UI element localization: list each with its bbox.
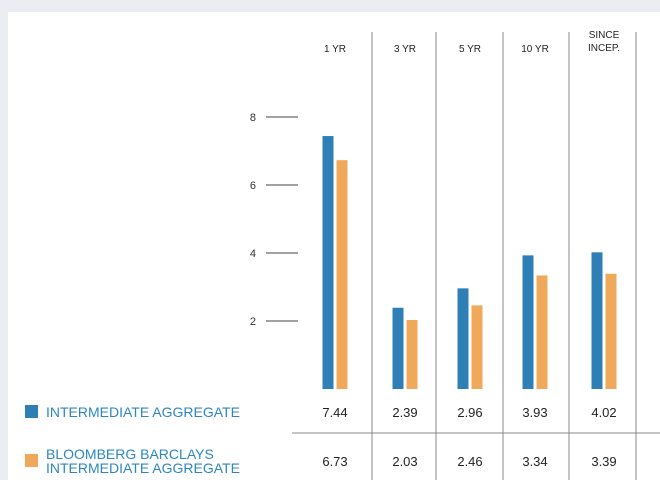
- legend-label-bloomberg-barclays-intermediate-aggregate-line-2: INTERMEDIATE AGGREGATE: [46, 460, 240, 476]
- value-intermediate-aggregate-5-yr: 2.96: [457, 405, 482, 420]
- value-bloomberg-barclays-intermediate-aggregate-10-yr: 3.34: [522, 454, 547, 469]
- legend-swatch-intermediate-aggregate: [25, 405, 38, 418]
- column-header-5-yr: 5 YR: [459, 44, 481, 55]
- bar-bloomberg-barclays-intermediate-aggregate-1-yr: [336, 160, 348, 389]
- y-tick-label-2: 2: [250, 316, 256, 328]
- value-bloomberg-barclays-intermediate-aggregate-3-yr: 2.03: [392, 454, 417, 469]
- value-bloomberg-barclays-intermediate-aggregate-5-yr: 2.46: [457, 454, 482, 469]
- legend-label-intermediate-aggregate: INTERMEDIATE AGGREGATE: [46, 404, 240, 420]
- chart-panel: 1 YR 3 YR 5 YR 10 YR SINCE INCEP. 2 4 6 8 INTERMED…: [8, 12, 660, 480]
- legend-swatch-bloomberg-barclays-intermediate-aggregate: [25, 454, 38, 467]
- y-tick-label-8: 8: [250, 112, 256, 124]
- value-bloomberg-barclays-intermediate-aggregate-1-yr: 6.73: [322, 454, 347, 469]
- value-intermediate-aggregate-1-yr: 7.44: [322, 405, 347, 420]
- column-header-10-yr: 10 YR: [521, 44, 549, 55]
- bar-intermediate-aggregate-3-yr: [392, 307, 404, 389]
- returns-chart: 1 YR 3 YR 5 YR 10 YR SINCE INCEP. 2 4 6 8 INTERMED…: [25, 30, 660, 480]
- column-header-since-incep-line-2: INCEP.: [588, 43, 620, 54]
- bar-bloomberg-barclays-intermediate-aggregate-3-yr: [406, 319, 418, 389]
- value-intermediate-aggregate-3-yr: 2.39: [392, 405, 417, 420]
- bar-intermediate-aggregate-since-incep: [591, 252, 603, 389]
- legend-label-bloomberg-barclays-intermediate-aggregate-line-1: BLOOMBERG BARCLAYS: [46, 446, 214, 462]
- bar-intermediate-aggregate-10-yr: [522, 255, 534, 389]
- bar-bloomberg-barclays-intermediate-aggregate-since-incep: [605, 273, 617, 389]
- column-header-3-yr: 3 YR: [394, 44, 416, 55]
- column-header-since-incep-line-1: SINCE: [589, 30, 620, 41]
- bar-intermediate-aggregate-5-yr: [457, 288, 469, 389]
- column-header-1-yr: 1 YR: [324, 44, 346, 55]
- value-intermediate-aggregate-10-yr: 3.93: [522, 405, 547, 420]
- y-tick-label-4: 4: [250, 248, 256, 260]
- value-intermediate-aggregate-since-incep: 4.02: [591, 405, 616, 420]
- bar-intermediate-aggregate-1-yr: [322, 136, 334, 389]
- y-tick-label-6: 6: [250, 180, 256, 192]
- value-bloomberg-barclays-intermediate-aggregate-since-incep: 3.39: [591, 454, 616, 469]
- bar-bloomberg-barclays-intermediate-aggregate-5-yr: [471, 305, 483, 389]
- bar-bloomberg-barclays-intermediate-aggregate-10-yr: [536, 275, 548, 389]
